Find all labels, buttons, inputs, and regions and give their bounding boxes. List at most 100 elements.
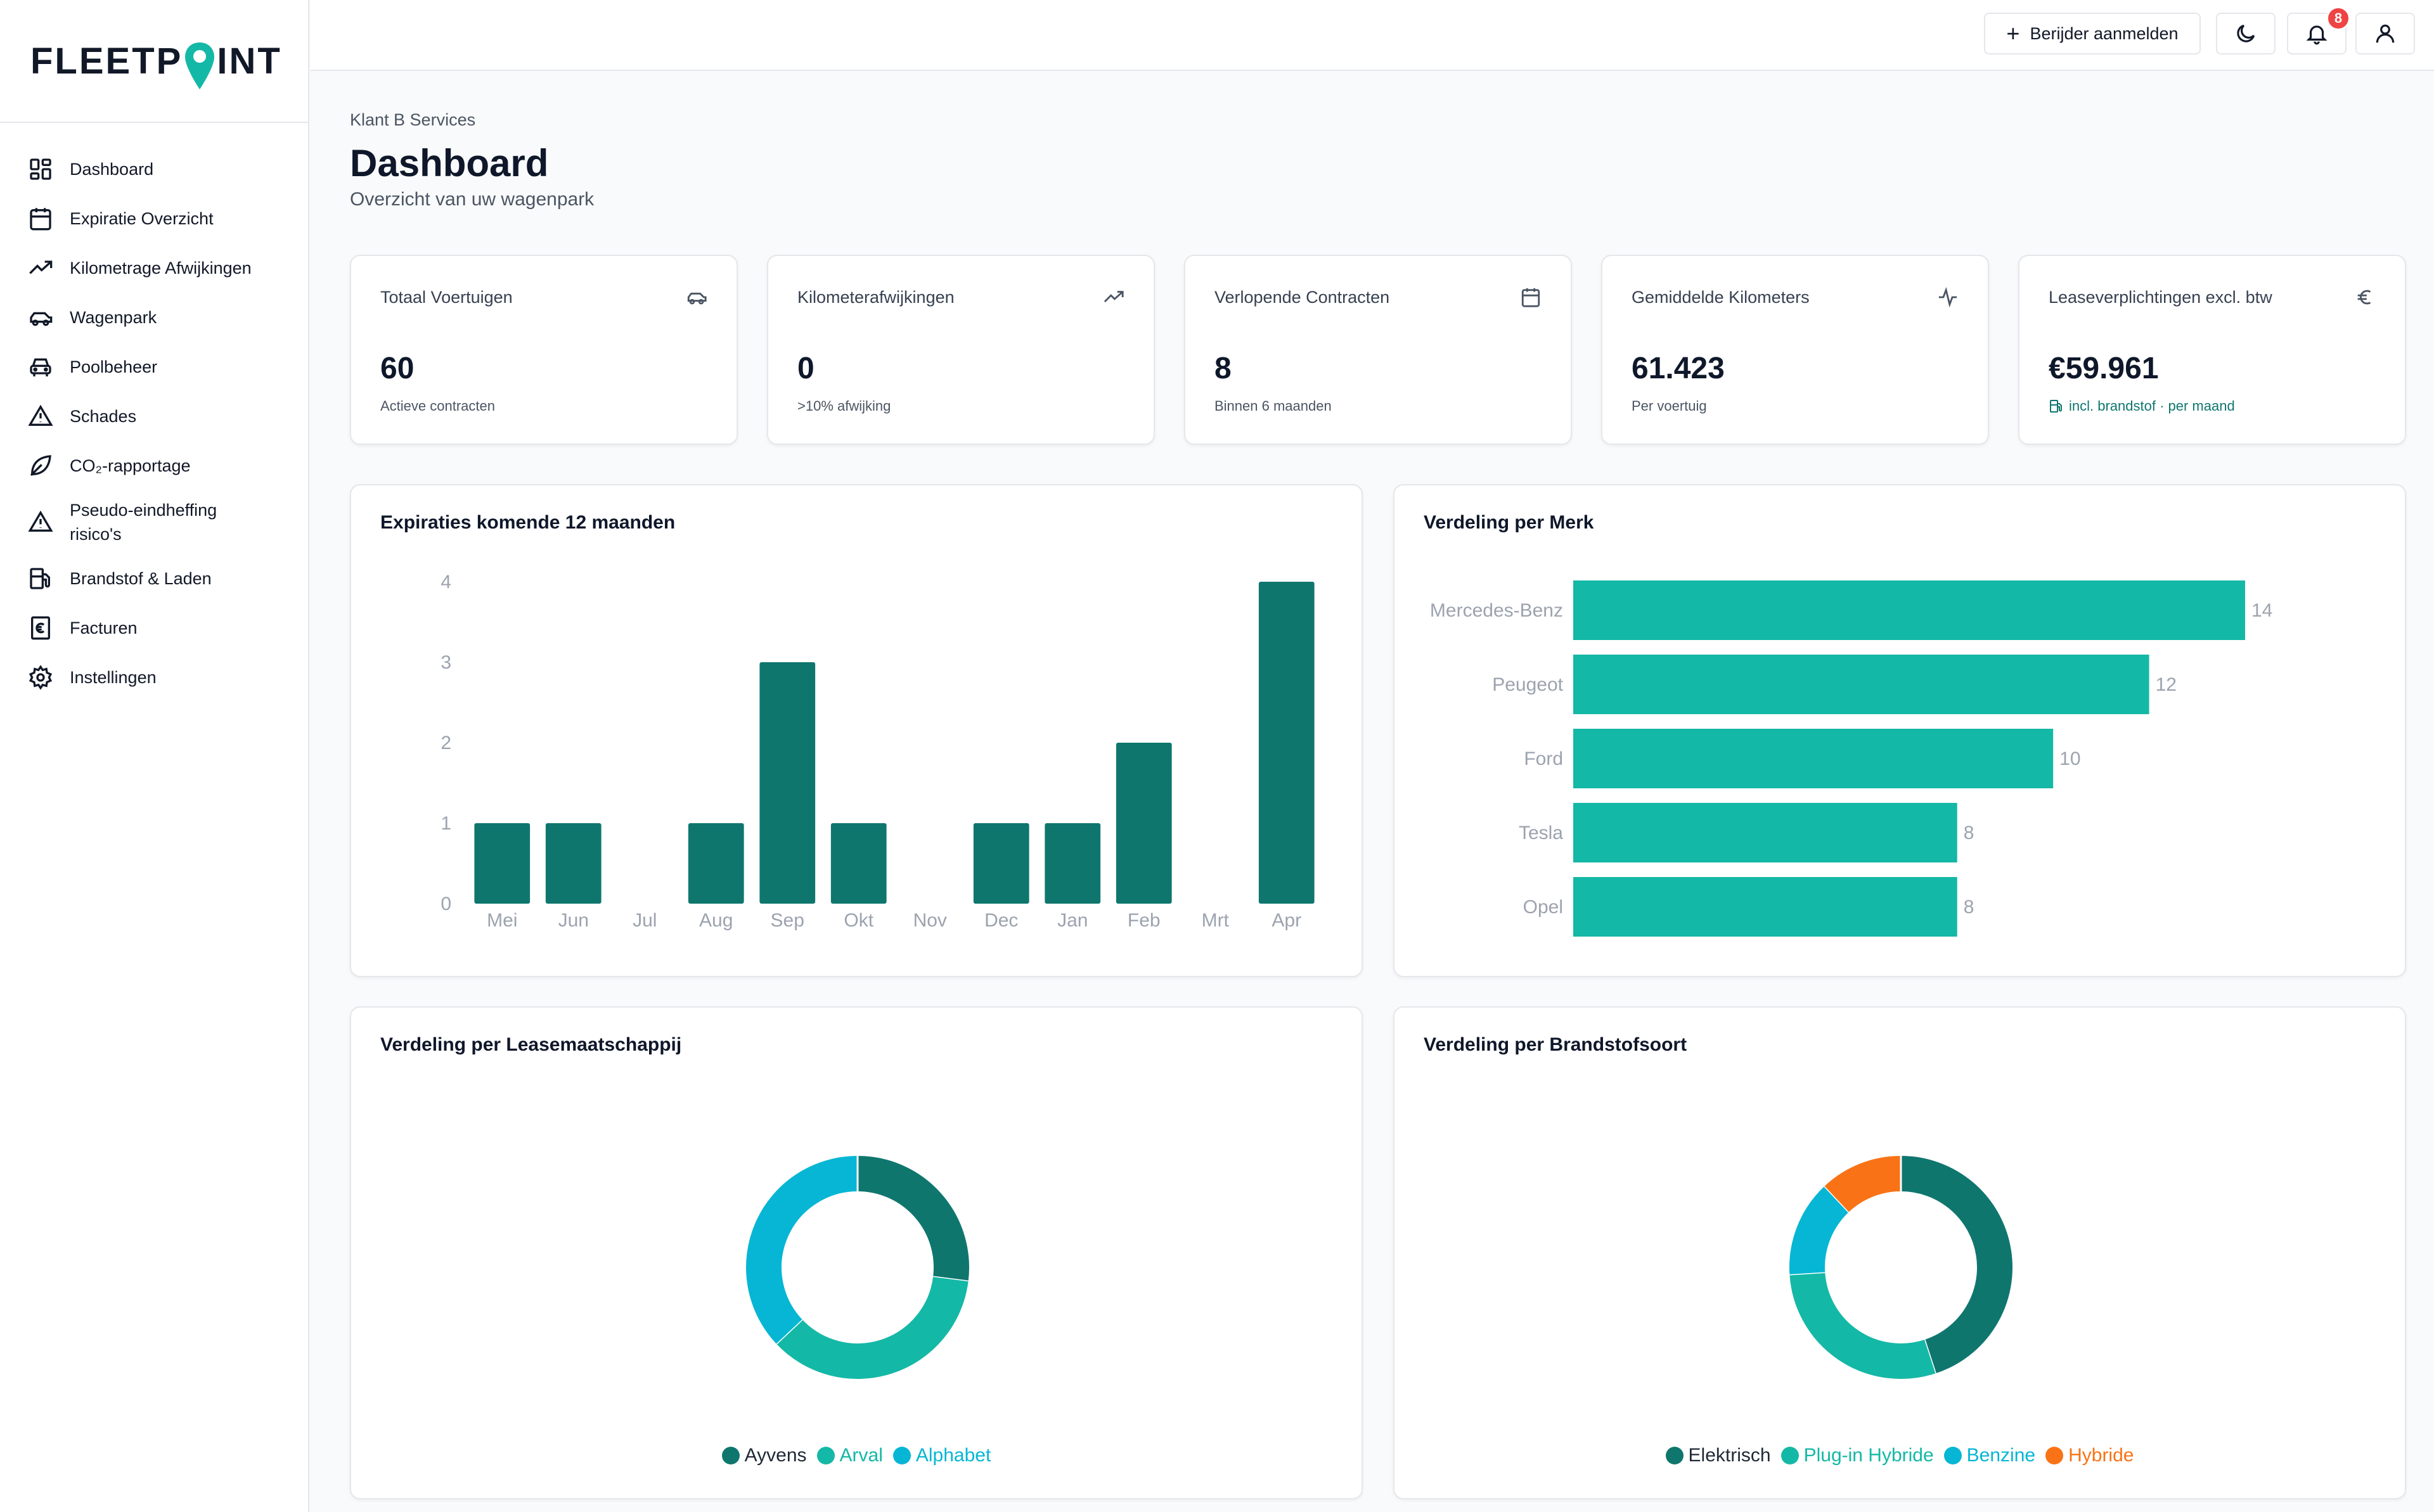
sidebar-item-facturen[interactable]: Facturen <box>0 603 308 653</box>
stat-card-average-km: Gemiddelde Kilometers 61.423 Per voertui… <box>1601 255 1989 445</box>
bar-opel <box>1573 877 1957 937</box>
chart-card-brands: Verdeling per Merk Mercedes-Benz 14 Peugeo… <box>1393 484 2406 977</box>
chart-card-expirations: Expiraties komende 12 maanden 0 1 2 3 4 Mei Ju… <box>350 484 1363 977</box>
stat-title: Kilometerafwijkingen <box>797 288 955 307</box>
stat-title: Verlopende Contracten <box>1214 288 1390 307</box>
sidebar-item-co2[interactable]: CO₂-rapportage <box>0 441 308 490</box>
legend-dot <box>2045 1447 2064 1464</box>
sidebar-item-schades[interactable]: Schades <box>0 392 308 441</box>
value-label: 10 <box>2059 748 2080 769</box>
stat-value: 60 <box>380 352 415 385</box>
register-driver-label: Berijder aanmelden <box>2030 23 2179 43</box>
bar-jun <box>545 823 602 904</box>
x-tick-label: Okt <box>844 910 873 931</box>
legend-item[interactable]: Arval <box>816 1445 883 1466</box>
legend-label: Arval <box>839 1445 883 1466</box>
sidebar-item-instellingen[interactable]: Instellingen <box>0 653 308 702</box>
x-tick-label: Aug <box>699 910 733 931</box>
bar-mercedes-benz <box>1573 580 2245 640</box>
fuel-donut-chart <box>1789 1156 2012 1379</box>
app-logo[interactable]: FLEETP INT <box>30 36 282 89</box>
y-tick-label: 0 <box>441 894 451 914</box>
legend-label: Hybride <box>2068 1445 2134 1466</box>
bar-feb <box>1116 743 1172 904</box>
bar-peugeot <box>1573 655 2149 714</box>
stat-subtitle: Actieve contracten <box>380 398 495 414</box>
sidebar-item-pseudo-eindheffing[interactable]: Pseudo-eindheffing risico's <box>0 490 308 554</box>
legend-item[interactable]: Hybride <box>2045 1445 2134 1466</box>
sidebar-item-label-line2: risico's <box>70 525 122 544</box>
stat-value: 8 <box>1214 352 1232 385</box>
stat-title: Totaal Voertuigen <box>380 288 513 307</box>
register-driver-button[interactable]: + Berijder aanmelden <box>1984 13 2201 54</box>
stat-value: 61.423 <box>1632 352 1725 385</box>
sidebar-item-brandstof[interactable]: Brandstof & Laden <box>0 554 308 603</box>
gear-icon <box>28 665 53 690</box>
bar-apr <box>1258 582 1315 904</box>
stat-value: 0 <box>797 352 815 385</box>
bar-okt <box>830 823 887 904</box>
expirations-bar-chart: 0 1 2 3 4 Mei Jun Jul Aug Sep Okt Nov Dec Jan Feb Mrt Ap… <box>441 572 1315 931</box>
sidebar-item-label: Kilometrage Afwijkingen <box>70 259 252 278</box>
sidebar-item-kilometrage[interactable]: Kilometrage Afwijkingen <box>0 243 308 293</box>
slice-ayvens <box>857 1156 969 1282</box>
y-tick-label: 2 <box>441 733 451 753</box>
sidebar-item-label: Dashboard <box>70 160 154 179</box>
x-tick-label: Mei <box>487 910 517 931</box>
x-tick-label: Nov <box>913 910 947 931</box>
legend-dot <box>1665 1447 1684 1464</box>
sidebar-nav: Dashboard Expiratie Overzicht Kilometrag… <box>0 123 308 702</box>
plus-icon: + <box>2006 20 2020 46</box>
map-pin-icon <box>184 41 216 91</box>
category-label: Ford <box>1524 748 1563 769</box>
logo-text-right: INT <box>217 40 282 82</box>
bar-mei <box>474 823 531 904</box>
legend-item[interactable]: Plug-in Hybride <box>1780 1445 1934 1466</box>
calendar-icon <box>28 206 53 231</box>
legend-dot <box>1943 1447 1962 1464</box>
lease-donut-chart <box>746 1156 969 1379</box>
moon-icon <box>2237 24 2255 42</box>
stat-subtitle: incl. brandstof · per maand <box>2049 398 2235 414</box>
stat-subtitle: >10% afwijking <box>797 398 891 414</box>
stat-card-lease-obligations: Leaseverplichtingen excl. btw €59.961 in… <box>2018 255 2406 445</box>
legend-label: Elektrisch <box>1688 1445 1771 1466</box>
stat-subtitle-text: incl. brandstof · per maand <box>2069 398 2235 414</box>
legend-dot <box>816 1447 835 1464</box>
legend-item[interactable]: Alphabet <box>892 1445 991 1466</box>
legend-dot <box>721 1447 740 1464</box>
page-subtitle: Overzicht van uw wagenpark <box>350 189 595 210</box>
legend-item[interactable]: Elektrisch <box>1665 1445 1771 1466</box>
legend-label: Ayvens <box>744 1445 807 1466</box>
legend-label: Benzine <box>1966 1445 2036 1466</box>
legend-item[interactable]: Ayvens <box>721 1445 807 1466</box>
sidebar-item-expiratie[interactable]: Expiratie Overzicht <box>0 194 308 243</box>
sidebar-item-dashboard[interactable]: Dashboard <box>0 144 308 194</box>
page-title: Dashboard <box>350 142 549 184</box>
trending-up-icon <box>1103 286 1124 308</box>
legend-item[interactable]: Benzine <box>1943 1445 2036 1466</box>
stat-subtitle: Binnen 6 maanden <box>1214 398 1332 414</box>
chart-card-lease: Verdeling per Leasemaatschappij Ayvens Ar… <box>350 1006 1363 1499</box>
x-tick-label: Jul <box>633 910 657 931</box>
sidebar-item-label: CO₂-rapportage <box>70 456 191 475</box>
dashboard-icon <box>28 157 53 182</box>
sidebar-item-label: Pseudo-eindheffing risico's <box>70 498 217 546</box>
notification-badge: 8 <box>2326 6 2350 30</box>
chart-title: Verdeling per Merk <box>1424 512 1594 533</box>
sidebar-item-wagenpark[interactable]: Wagenpark <box>0 293 308 342</box>
stat-card-expiring-contracts: Verlopende Contracten 8 Binnen 6 maanden <box>1184 255 1572 445</box>
slice-alphabet <box>746 1156 858 1344</box>
slice-hybride <box>1824 1156 1902 1213</box>
notifications-button[interactable]: 8 <box>2287 6 2350 54</box>
user-menu-button[interactable] <box>2355 13 2415 54</box>
bar-tesla <box>1573 803 1957 862</box>
bell-icon <box>2306 25 2328 45</box>
warning-icon <box>28 404 53 429</box>
sidebar-item-poolbeheer[interactable]: Poolbeheer <box>0 342 308 392</box>
y-tick-label: 4 <box>441 572 451 593</box>
sidebar-item-label: Wagenpark <box>70 308 157 327</box>
theme-toggle-button[interactable] <box>2216 13 2276 54</box>
legend-dot <box>892 1447 911 1464</box>
legend-dot <box>1780 1447 1799 1464</box>
